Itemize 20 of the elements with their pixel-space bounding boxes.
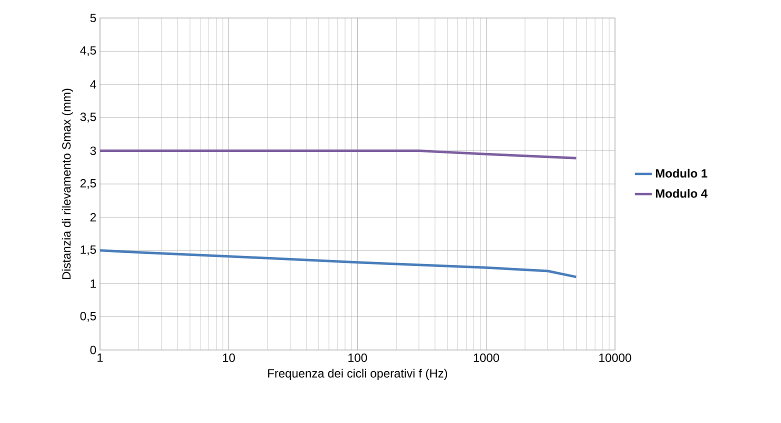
legend-label: Modulo 1: [656, 168, 708, 178]
y-tick-label: 0,5: [80, 312, 96, 322]
x-axis-title: Frequenza dei cicli operativi f (Hz): [268, 368, 448, 380]
y-tick-label: 4: [90, 80, 96, 89]
y-tick-label: 3,5: [80, 112, 96, 123]
y-tick-label: 0: [90, 346, 96, 354]
legend-label: Modulo 4: [656, 188, 708, 198]
y-tick-label: 1: [90, 279, 96, 288]
y-tick-label: 1,5: [80, 246, 96, 256]
y-axis-title: Distanzia di rilevamento Smax (mm): [62, 88, 74, 280]
x-tick-label: 10: [223, 354, 235, 362]
x-tick-label: 100: [348, 354, 368, 362]
y-tick-label: 5: [90, 14, 96, 22]
x-tick-label: 1: [98, 354, 103, 362]
y-tick-label: 2: [90, 213, 96, 222]
x-tick-label: 1000: [474, 354, 500, 362]
y-tick-label: 4,5: [80, 46, 96, 56]
x-tick-label: 10000: [599, 354, 632, 362]
y-tick-label: 2,5: [80, 179, 96, 189]
y-tick-label: 3: [90, 146, 96, 156]
